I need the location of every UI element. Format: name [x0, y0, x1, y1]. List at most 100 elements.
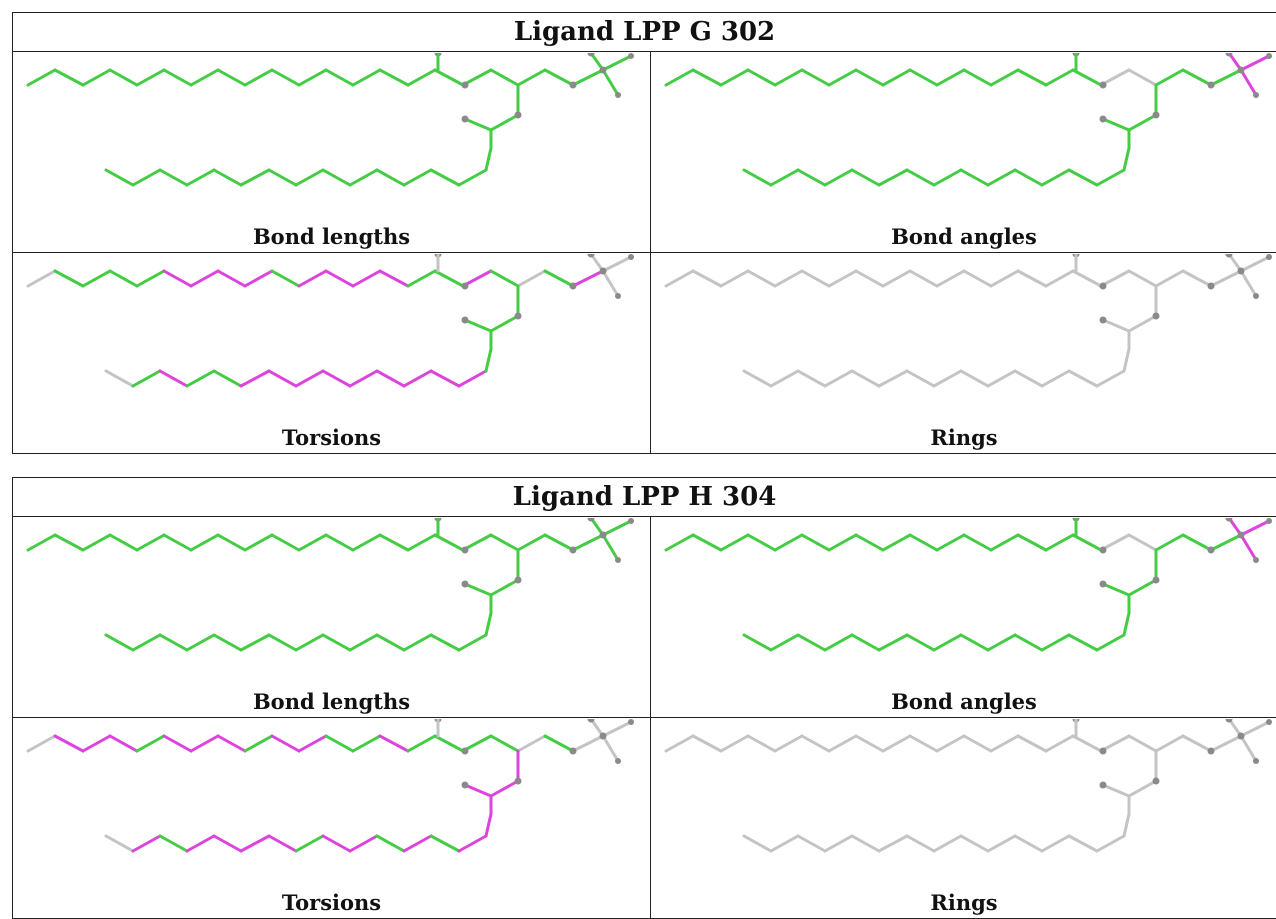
atom-ball [461, 115, 469, 123]
tail-bond [294, 369, 325, 388]
atom-ball [1225, 254, 1233, 258]
chain-bond [162, 269, 193, 288]
branch-bond [463, 582, 493, 597]
chain-bond [108, 734, 139, 753]
tail-bond [769, 168, 800, 187]
branch-bond [543, 533, 575, 552]
atom-ball [461, 316, 469, 324]
chain-bond [989, 734, 1020, 753]
chain-bond [691, 734, 723, 753]
tail-bond [1040, 168, 1071, 187]
atom-ball [1237, 531, 1245, 539]
chain-bond [243, 68, 274, 87]
atom-ball [461, 81, 469, 89]
chain-bond [908, 533, 939, 552]
chain-bond [664, 533, 695, 552]
branch-bond [1181, 734, 1213, 753]
chain-bond [433, 68, 465, 87]
chain-bond [351, 734, 382, 753]
chain-bond [935, 269, 966, 288]
chain-bond [664, 68, 695, 87]
atom-ball [587, 53, 595, 57]
tail-bond [1013, 633, 1044, 652]
chain-bond [297, 734, 328, 753]
tail-bond [104, 369, 135, 388]
tail-bond [877, 834, 909, 853]
tail-bond [986, 633, 1017, 652]
chain-bond [135, 269, 166, 288]
chain-bond [189, 533, 220, 552]
tail-bond [457, 633, 488, 652]
chain-bond [433, 734, 465, 753]
tail-bond [131, 834, 162, 853]
atom-ball [615, 293, 621, 299]
chain-bond [827, 734, 858, 753]
chain-bond [1016, 533, 1048, 552]
atom-ball [587, 719, 595, 723]
torsions-panel: Torsions [13, 254, 650, 454]
chain-bond [324, 68, 355, 87]
chain-bond [691, 269, 723, 288]
chain-bond [691, 68, 723, 87]
atom-ball [599, 267, 607, 275]
tail-bond [239, 168, 271, 187]
chain-bond [881, 269, 912, 288]
chain-bond [773, 533, 804, 552]
tail-bond [796, 633, 827, 652]
chain-bond [1127, 734, 1158, 753]
chain-bond [719, 734, 750, 753]
atom-ball [599, 66, 607, 74]
chain-bond [135, 68, 166, 87]
atom-ball [1152, 111, 1160, 119]
chain-bond [1044, 68, 1075, 87]
tail-bond [104, 168, 135, 187]
branch-bond [1101, 117, 1131, 132]
tail-bond [796, 168, 827, 187]
head-bond [601, 54, 633, 72]
branch-bond [516, 734, 547, 753]
tail-bond [158, 369, 189, 388]
tail-bond [158, 633, 189, 652]
branch-bond [1181, 269, 1213, 288]
tail-bond [294, 834, 325, 853]
tail-bond [402, 168, 433, 187]
tail-bond [375, 168, 406, 187]
tail-bond [321, 369, 352, 388]
chain-bond [81, 269, 112, 288]
branch-bond [1154, 734, 1185, 753]
chain-bond [433, 269, 465, 288]
chain-bond [489, 68, 520, 87]
panel-caption: Bond lengths [252, 224, 411, 249]
rings-panel: Rings [651, 254, 1276, 454]
chain-bond [216, 533, 247, 552]
chain-bond [26, 68, 57, 87]
tail-bond [986, 369, 1017, 388]
atom-ball [1237, 66, 1245, 74]
tail-bond [877, 168, 909, 187]
tail-bond [402, 369, 433, 388]
chain-bond [1071, 734, 1103, 753]
atom-ball [461, 747, 469, 755]
atom-ball [1237, 732, 1245, 740]
atom-ball [1099, 316, 1107, 324]
tail-bond [1067, 168, 1099, 187]
chain-bond [270, 269, 301, 288]
atom-ball [1225, 518, 1233, 522]
chain-bond [989, 269, 1020, 288]
atom-ball [461, 282, 469, 290]
bond-angles-panel: Bond angles [651, 518, 1276, 718]
chain-bond [773, 68, 804, 87]
tail-bond [877, 369, 909, 388]
chain-bond [351, 533, 382, 552]
chain-bond [489, 269, 520, 288]
tail-bond [212, 633, 243, 652]
chain-bond [297, 269, 328, 288]
chain-bond [908, 734, 939, 753]
atom-ball [628, 719, 634, 725]
tail-bond [321, 168, 352, 187]
tail-bond [850, 168, 881, 187]
chain-bond [270, 734, 301, 753]
tail-bond [212, 369, 243, 388]
tail-bond [348, 633, 379, 652]
chain-bond [1044, 269, 1075, 288]
